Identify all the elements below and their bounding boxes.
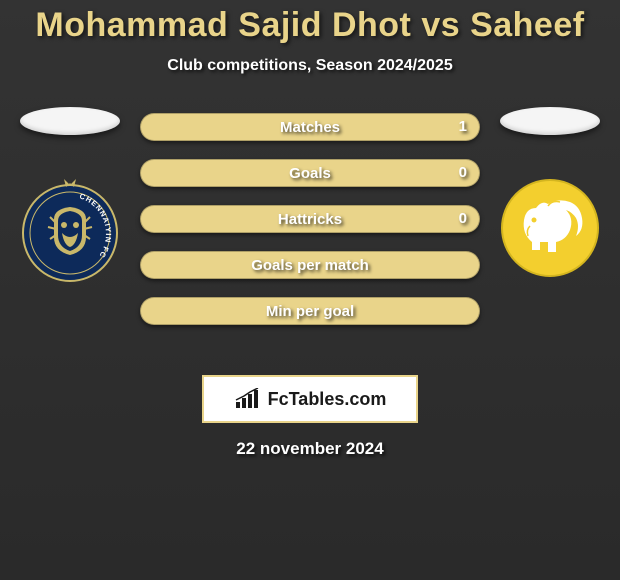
brand-text: FcTables.com — [268, 389, 387, 410]
stat-label: Hattricks — [278, 211, 342, 228]
stat-label: Min per goal — [266, 303, 354, 320]
stat-row-goals-per-match: Goals per match — [140, 251, 480, 279]
stat-row-hattricks: Hattricks 0 — [140, 205, 480, 233]
stat-label: Goals per match — [251, 257, 369, 274]
kerala-blasters-badge-icon — [500, 178, 600, 278]
comparison-card: Mohammad Sajid Dhot vs Saheef Club compe… — [0, 0, 620, 580]
right-club-badge — [500, 173, 600, 283]
stat-row-matches: Matches 1 — [140, 113, 480, 141]
chennaiyin-badge-icon: CHENNAIYIN FC — [20, 173, 120, 283]
stat-label: Matches — [280, 119, 340, 136]
page-title: Mohammad Sajid Dhot vs Saheef — [0, 0, 620, 45]
stat-row-goals: Goals 0 — [140, 159, 480, 187]
bar-chart-icon — [234, 388, 262, 410]
right-column — [490, 107, 610, 283]
stat-label: Goals — [289, 165, 331, 182]
stat-row-min-per-goal: Min per goal — [140, 297, 480, 325]
date-text: 22 november 2024 — [0, 439, 620, 459]
left-column: CHENNAIYIN FC — [10, 107, 130, 283]
right-flag-oval — [500, 107, 600, 135]
stat-right-value: 0 — [459, 210, 467, 227]
stat-right-value: 1 — [459, 118, 467, 135]
left-flag-oval — [20, 107, 120, 135]
stat-right-value: 0 — [459, 164, 467, 181]
stat-rows: Matches 1 Goals 0 Hattricks 0 Goals per … — [140, 113, 480, 325]
subtitle: Club competitions, Season 2024/2025 — [0, 57, 620, 75]
left-club-badge: CHENNAIYIN FC — [20, 173, 120, 283]
brand-logo-box[interactable]: FcTables.com — [202, 375, 418, 423]
stats-area: CHENNAIYIN FC — [0, 107, 620, 357]
